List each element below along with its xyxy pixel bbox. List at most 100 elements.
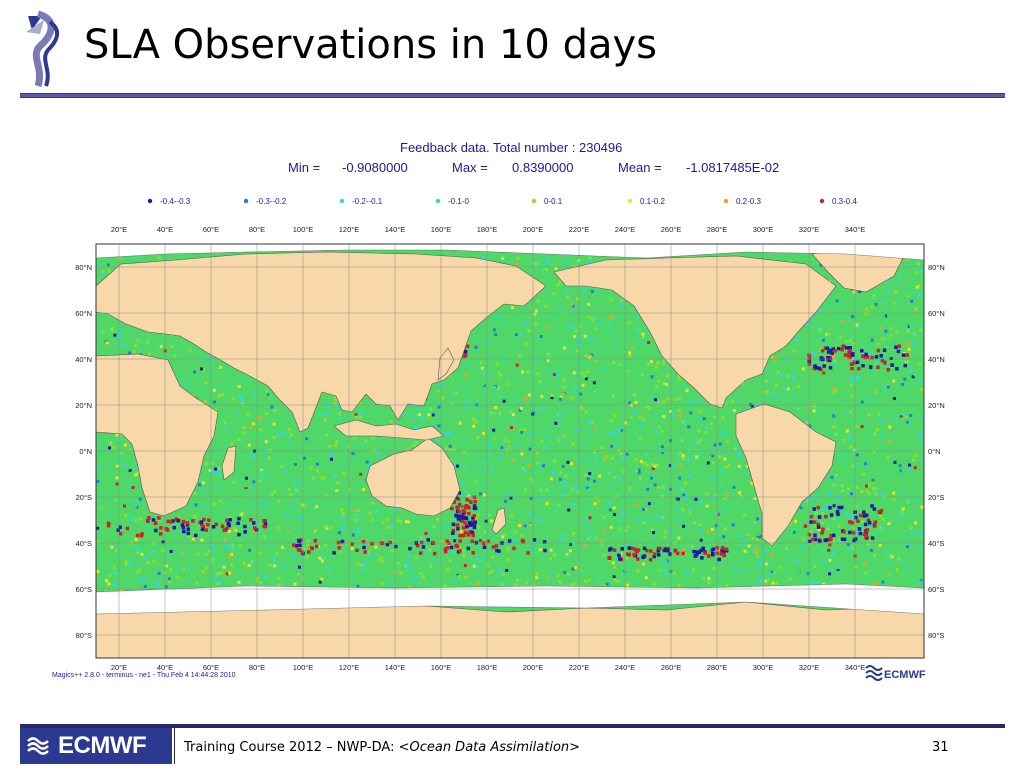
sla-dot [199,367,203,371]
sla-dot [733,574,737,578]
sla-dot [534,321,538,325]
sla-dot [289,564,293,568]
sla-dot-extreme [449,545,454,550]
sla-dot [796,571,800,575]
sla-dot [891,308,895,312]
sla-dot [667,530,671,534]
sla-dot [874,364,878,368]
sla-dot [214,574,218,578]
sla-dot [733,447,737,451]
sla-dot [413,425,417,429]
sla-dot [566,386,570,390]
sla-dot [697,429,701,433]
sla-dot [888,440,892,444]
sla-dot [335,463,339,467]
sla-dot [474,479,478,483]
sla-dot [289,433,293,437]
sla-dot [598,474,602,478]
sla-dot-extreme [850,366,854,371]
sla-dot [340,574,344,578]
sla-dot [210,360,214,364]
sla-dot [659,568,663,572]
sla-dot [410,414,414,418]
sla-dot [918,379,922,383]
sla-dot [588,259,592,263]
sla-dot [115,464,119,468]
sla-dot [678,486,682,490]
sla-dot [669,572,673,576]
sla-dot [123,443,127,447]
sla-dot [723,457,727,461]
sla-dot [770,553,774,557]
sla-dot-extreme [848,355,853,360]
sla-dot [584,361,588,365]
sla-dot [914,499,918,503]
lon-label-top: 100°E [293,225,314,234]
sla-dot [835,539,839,543]
sla-dot [721,426,725,430]
sla-dot [159,345,163,349]
sla-dot [576,490,580,494]
sla-dot [661,449,665,453]
sla-dot-extreme [905,353,909,357]
sla-dot [320,559,324,563]
sla-dot [587,537,591,541]
sla-dot [441,396,445,400]
sla-dot [631,445,635,449]
sla-dot [370,501,374,505]
sla-dot [580,360,584,364]
sla-dot [610,326,614,330]
sla-dot [911,408,915,412]
sla-dot [244,487,248,491]
sla-dot [354,415,358,419]
sla-dot [619,363,623,367]
sla-dot [301,516,305,520]
sla-dot [746,533,750,537]
sla-dot [559,471,563,475]
sla-dot [574,485,578,489]
sla-dot [531,412,535,416]
sla-dot [919,427,923,431]
sla-dot [228,554,232,558]
sla-dot [323,525,327,529]
sla-dot [513,263,517,267]
sla-dot-extreme [850,520,854,525]
sla-dot [217,394,221,398]
sla-dot [527,329,531,333]
lon-label-top: 220°E [569,225,590,234]
sla-dot [483,530,487,534]
sla-dot-extreme [471,519,475,523]
sla-dot [455,390,459,394]
sla-dot [813,524,817,528]
sla-dot [370,408,374,412]
sla-dot [884,329,888,333]
sla-dot [286,554,290,558]
sla-dot [909,526,913,530]
sla-dot [658,433,662,437]
sla-dot [466,390,470,394]
sla-dot [873,362,877,366]
sla-dot [379,556,383,560]
sla-dot [558,477,562,481]
sla-dot [359,412,363,416]
sla-dot [114,498,118,502]
sla-dot [584,519,588,523]
sla-dot [476,581,480,585]
sla-dot [329,526,333,530]
sla-dot [194,503,198,507]
sla-dot [906,329,910,333]
sla-dot [796,524,800,528]
sla-dot [241,401,245,405]
sla-dot [320,555,324,559]
sla-dot-extreme [332,551,336,555]
sla-dot [726,400,730,404]
sla-dot [217,582,221,586]
sla-dot [455,391,459,395]
sla-dot [554,509,558,513]
lon-label-bottom: 140°E [385,663,406,672]
lon-label-bottom: 120°E [339,663,360,672]
sla-dot [713,443,717,447]
sla-dot [904,360,908,364]
sla-dot [821,338,825,342]
sla-dot-extreme [890,363,894,367]
